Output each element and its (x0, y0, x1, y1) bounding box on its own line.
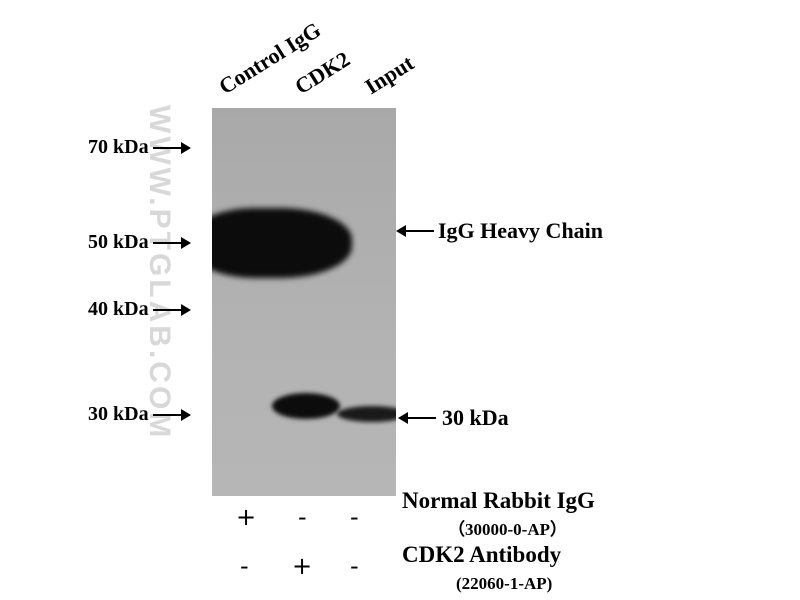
marker-40: 40 kDa (88, 298, 191, 321)
sign: - (298, 503, 307, 531)
condition-label: Normal Rabbit IgG (402, 488, 595, 513)
sign: - (350, 552, 359, 580)
heavy-chain-label: IgG Heavy Chain (396, 218, 603, 244)
band-cdk2-lane (272, 393, 340, 419)
blot-image (212, 108, 396, 496)
lane-label-input: Input (360, 50, 419, 100)
marker-30: 30 kDa (88, 403, 191, 426)
target-label: 30 kDa (398, 405, 509, 431)
marker-70: 70 kDa (88, 136, 191, 159)
heavy-chain-band (212, 208, 352, 278)
band-input-lane (337, 406, 396, 422)
arrow-left-icon (398, 412, 436, 424)
condition-catalog: （30000-0-AP） (448, 520, 567, 539)
arrow-right-icon (152, 236, 191, 249)
sign: + (236, 503, 257, 531)
sign: - (240, 552, 249, 580)
condition-catalog: (22060-1-AP) (456, 574, 553, 593)
arrow-right-icon (152, 141, 191, 154)
arrow-left-icon (396, 225, 434, 237)
arrow-right-icon (152, 408, 191, 421)
watermark: WWW.PTGLAB.COM (143, 105, 176, 441)
marker-50: 50 kDa (88, 231, 191, 254)
sign: + (292, 552, 313, 580)
arrow-right-icon (152, 303, 191, 316)
sign: - (350, 503, 359, 531)
condition-label: CDK2 Antibody (402, 542, 562, 567)
